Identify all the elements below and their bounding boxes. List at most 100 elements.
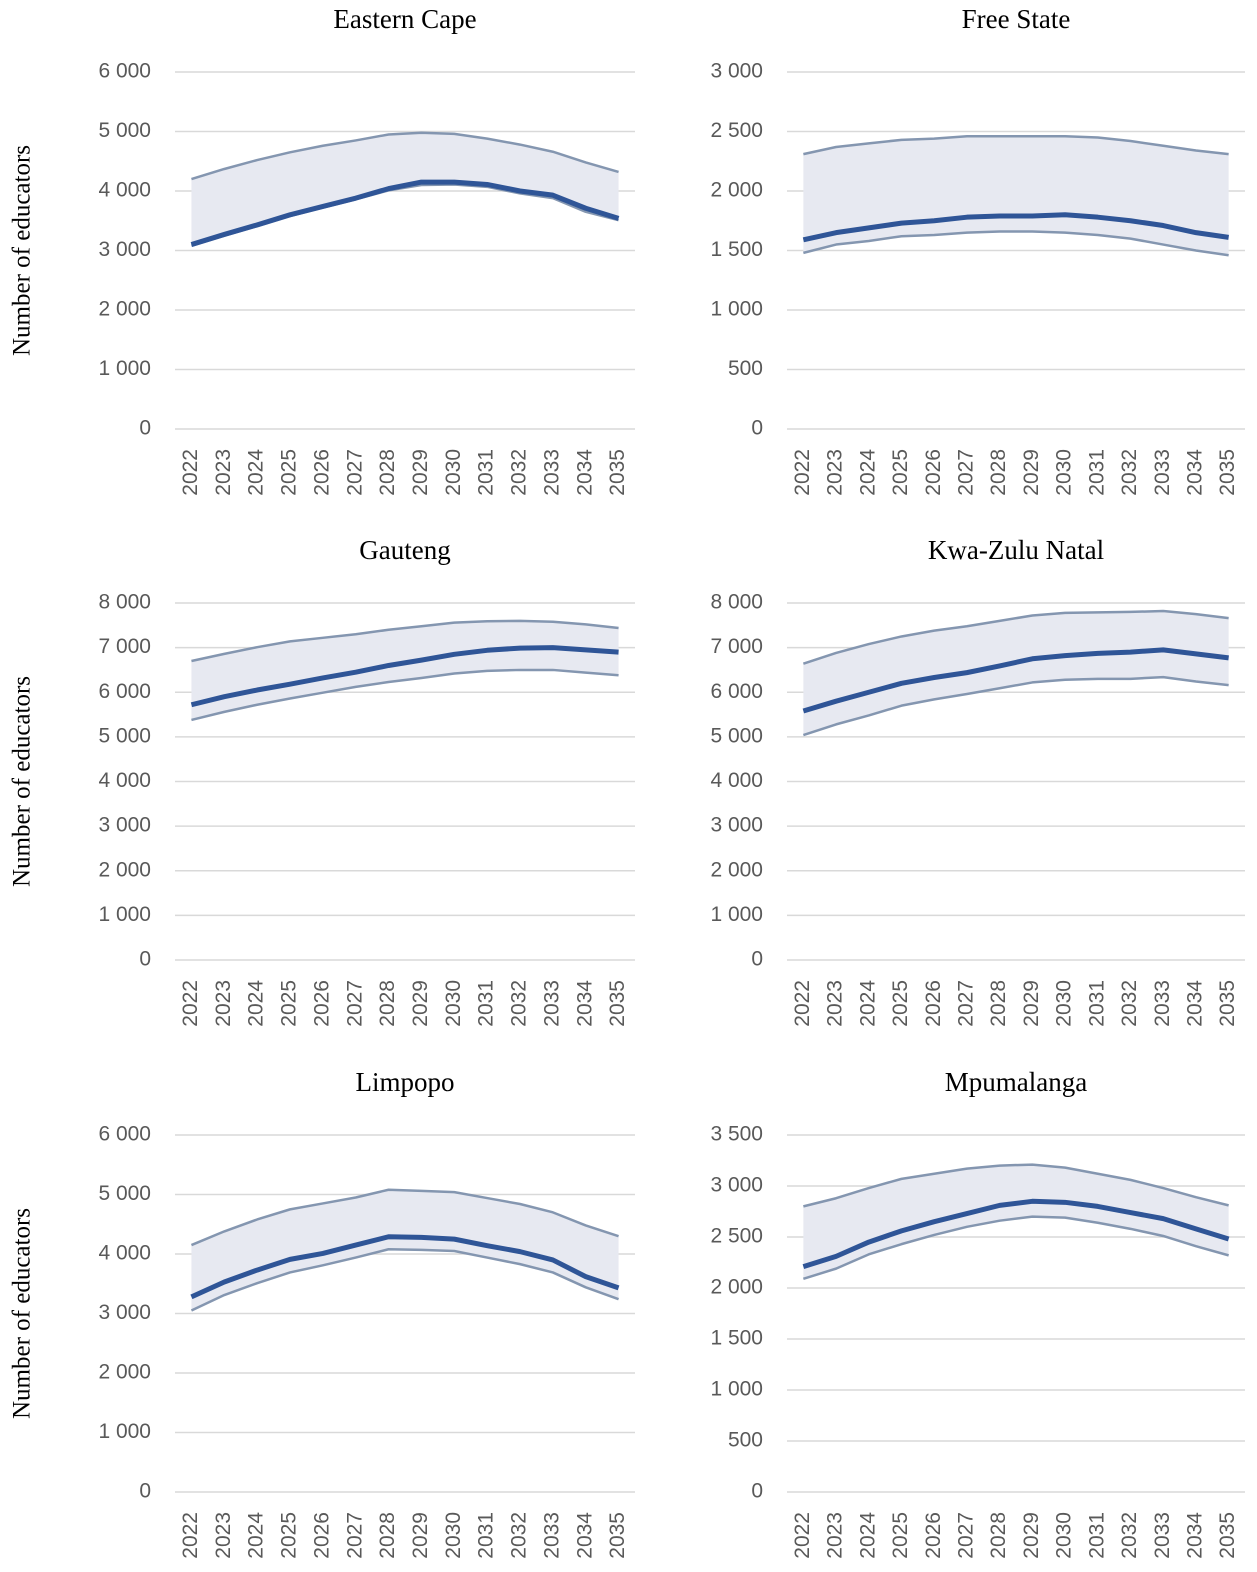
y-tick-label: 2 000 [710,858,763,881]
central-line [802,212,1230,243]
y-tick-label: 3 000 [98,238,151,261]
x-tick-label: 2028 [376,1512,399,1559]
bound-line [803,1163,1229,1208]
central-line [802,647,1229,714]
x-tick-label: 2029 [409,1512,432,1559]
y-tick-label: 3 000 [710,814,763,837]
y-tick-label: 2 000 [98,858,151,881]
x-tick-label: 2028 [987,980,1010,1027]
x-tick-label: 2028 [987,1512,1010,1559]
x-tick-label: 2024 [856,980,879,1027]
bound-line [802,675,1229,737]
x-tick-label: 2025 [278,1512,301,1559]
x-tick-label: 2034 [573,1512,596,1559]
y-tick-label: 0 [139,948,151,971]
y-axis-label: Number of educators [9,145,36,356]
y-tick-label: 1 000 [710,298,763,321]
bound-line [802,1215,1229,1281]
y-tick-label: 0 [751,417,763,440]
x-tick-label: 2023 [824,1512,847,1559]
y-tick-label: 5 000 [98,1182,151,1205]
x-tick-label: 2026 [922,980,945,1027]
x-tick-label: 2026 [922,1512,945,1559]
x-tick-label: 2027 [954,1512,977,1559]
x-tick-label: 2031 [1085,449,1108,496]
x-tick-label: 2027 [343,1512,366,1559]
y-tick-label: 3 000 [710,1174,763,1197]
y-tick-label: 6 000 [710,680,763,703]
y-tick-label: 2 500 [710,1225,763,1248]
x-tick-label: 2023 [824,980,847,1027]
y-tick-label: 2 000 [710,179,763,202]
x-tick-label: 2033 [540,980,563,1027]
x-tick-label: 2030 [1053,980,1076,1027]
y-tick-label: 3 000 [98,814,151,837]
x-tick-label: 2032 [508,980,531,1027]
x-tick-label: 2029 [1020,980,1043,1027]
y-tick-label: 8 000 [710,591,763,614]
chart-title: Gauteng [359,535,450,565]
x-tick-label: 2028 [376,449,399,496]
x-tick-label: 2032 [508,449,531,496]
x-tick-label: 2031 [1085,980,1108,1027]
x-tick-label: 2034 [1183,980,1206,1027]
x-tick-label: 2025 [278,449,301,496]
y-tick-label: 4 000 [98,1242,151,1265]
x-tick-label: 2034 [573,980,596,1027]
y-tick-label: 5 000 [98,119,151,142]
y-tick-label: 2 500 [710,119,763,142]
x-tick-label: 2035 [1216,449,1239,496]
uncertainty-band [191,620,619,720]
y-tick-label: 1 500 [710,1327,763,1350]
x-tick-label: 2026 [310,1512,333,1559]
bound-line [191,619,619,663]
y-tick-label: 7 000 [98,635,151,658]
y-tick-label: 1 000 [98,903,151,926]
x-tick-label: 2033 [1151,980,1174,1027]
x-tick-label: 2025 [889,1512,912,1559]
x-tick-label: 2031 [475,1512,498,1559]
y-tick-label: 4 000 [98,769,151,792]
x-tick-label: 2032 [508,1512,531,1559]
y-tick-label: 2 000 [98,298,151,321]
bound-line [803,230,1229,257]
y-tick-label: 0 [139,1480,151,1503]
y-tick-label: 8 000 [98,591,151,614]
chart-title: Free State [962,4,1071,34]
x-tick-label: 2024 [245,1512,268,1559]
x-tick-label: 2030 [442,980,465,1027]
y-tick-label: 1 000 [710,903,763,926]
y-tick-label: 0 [751,948,763,971]
chart-title: Mpumalanga [945,1067,1087,1097]
x-tick-label: 2031 [475,980,498,1027]
y-tick-label: 1 000 [710,1378,763,1401]
x-tick-label: 2029 [1020,1512,1043,1559]
x-tick-label: 2026 [310,449,333,496]
x-tick-label: 2022 [179,1512,202,1559]
uncertainty-band [191,1189,619,1311]
x-tick-label: 2031 [475,449,498,496]
x-tick-label: 2035 [1216,980,1239,1027]
x-tick-label: 2029 [409,449,432,496]
x-tick-label: 2029 [1020,449,1043,496]
y-tick-label: 4 000 [710,769,763,792]
x-tick-label: 2024 [856,1512,879,1559]
y-tick-label: 0 [139,417,151,440]
bound-line [803,135,1229,156]
x-tick-label: 2034 [1183,1512,1206,1559]
x-tick-label: 2027 [954,449,977,496]
x-tick-label: 2029 [409,980,432,1027]
x-tick-label: 2023 [212,449,235,496]
x-tick-label: 2024 [245,980,268,1027]
y-tick-label: 6 000 [98,680,151,703]
x-tick-label: 2030 [442,449,465,496]
x-tick-label: 2028 [987,449,1010,496]
uncertainty-band [803,136,1229,256]
y-tick-label: 6 000 [98,60,151,83]
x-tick-label: 2035 [606,980,629,1027]
y-tick-label: 0 [751,1480,763,1503]
y-tick-label: 5 000 [98,724,151,747]
x-tick-label: 2022 [179,449,202,496]
